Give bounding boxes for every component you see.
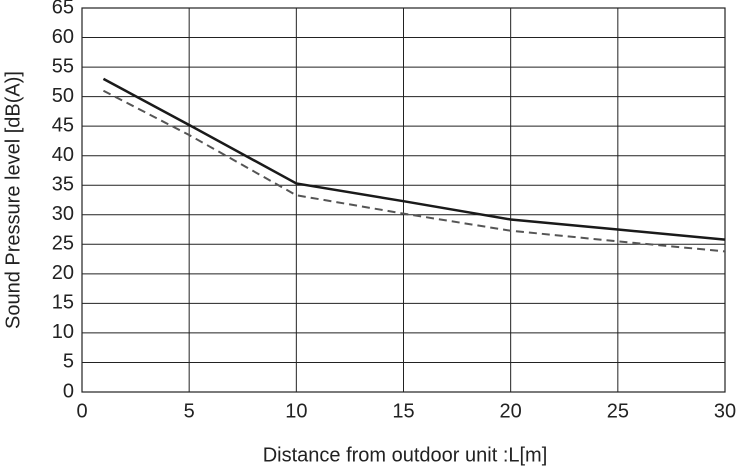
series-line xyxy=(102,77,726,241)
y-tick-label: 0 xyxy=(63,380,74,402)
y-tick-label: 30 xyxy=(52,203,74,225)
y-tick-label: 25 xyxy=(52,233,74,255)
y-tick-label: 5 xyxy=(63,351,74,373)
x-tick-label: 25 xyxy=(607,400,629,422)
x-tick-label: 30 xyxy=(714,400,736,422)
y-tick-label: 15 xyxy=(52,292,74,314)
y-tick-label: 45 xyxy=(52,114,74,136)
y-tick-label: 55 xyxy=(52,55,74,77)
series-line xyxy=(102,89,726,253)
y-tick-label: 20 xyxy=(52,262,74,284)
y-tick-label: 50 xyxy=(52,85,74,107)
x-tick-label: 20 xyxy=(500,400,522,422)
plot-frame xyxy=(81,7,726,393)
x-axis-label: Distance from outdoor unit :L[m] xyxy=(263,444,548,466)
y-tick-label: 40 xyxy=(52,144,74,166)
x-tick-label: 5 xyxy=(184,400,195,422)
y-tick-label: 35 xyxy=(52,174,74,196)
y-tick-label: 60 xyxy=(52,26,74,48)
y-axis-label: Sound Pressure level [dB(A)] xyxy=(2,71,24,329)
x-tick-label: 15 xyxy=(392,400,414,422)
x-tick-label: 0 xyxy=(76,400,87,422)
y-tick-label: 10 xyxy=(52,321,74,343)
x-tick-label: 10 xyxy=(285,400,307,422)
y-tick-label: 65 xyxy=(52,0,74,18)
